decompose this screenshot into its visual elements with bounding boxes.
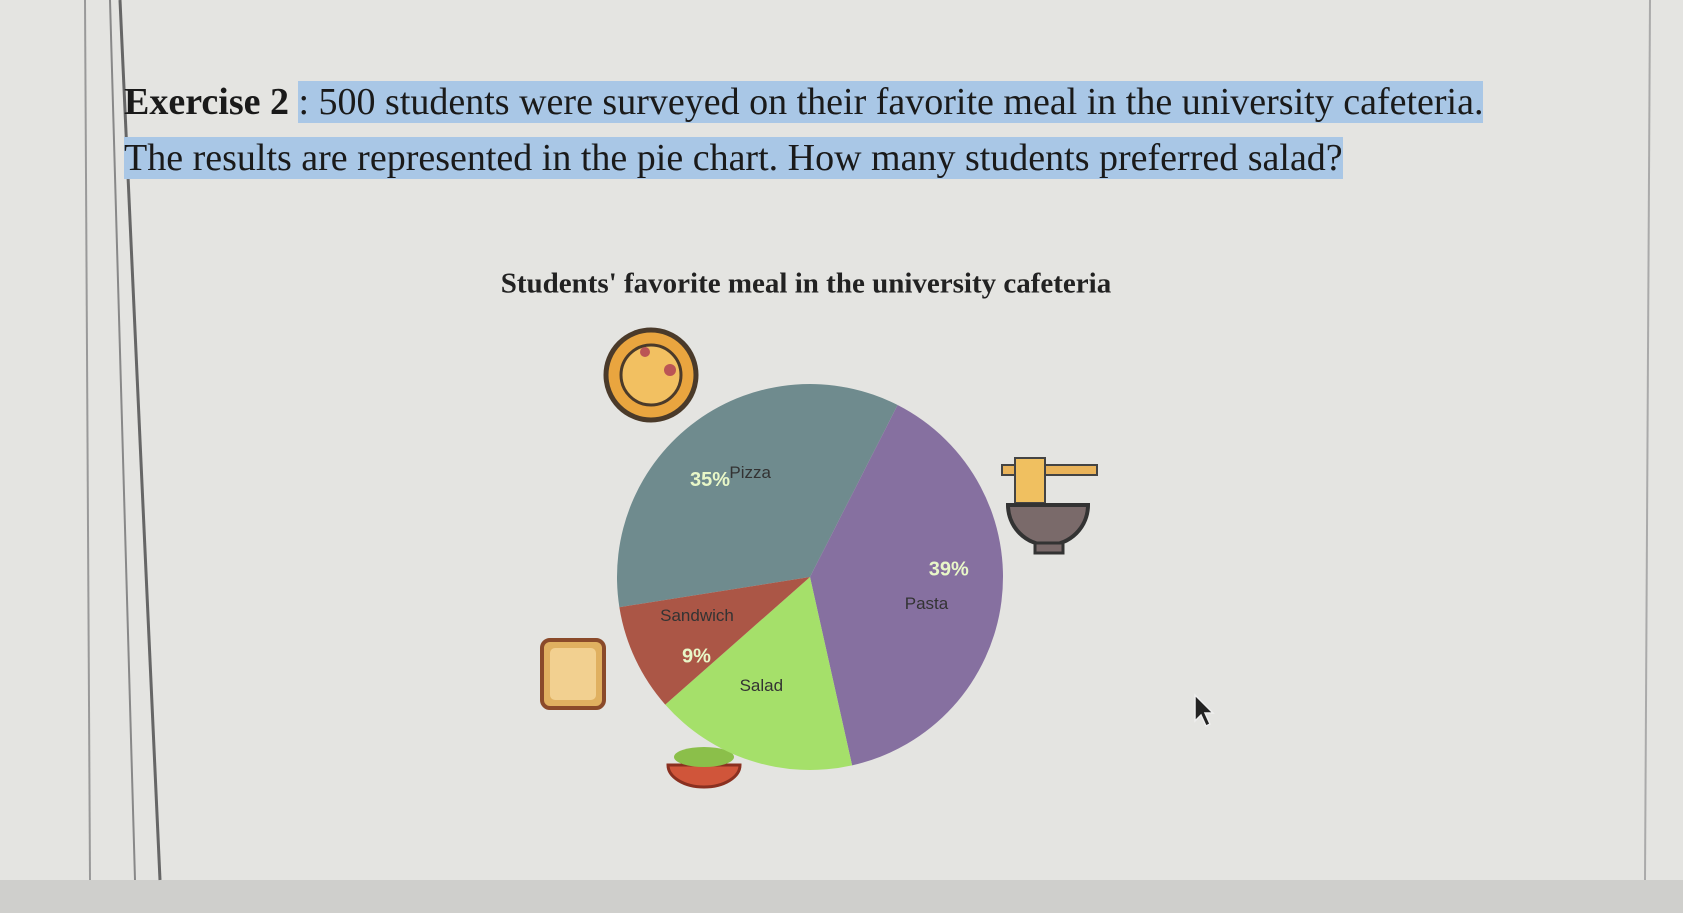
question-line-1: Exercise 2 : 500 students were surveyed … [124, 80, 1484, 124]
pie-slice [665, 577, 853, 770]
chart-title: Students' favorite meal in the universit… [501, 268, 1112, 300]
salad-icon [666, 747, 742, 789]
slice-label: Salad [740, 676, 783, 695]
pizza-icon [603, 327, 699, 423]
slice-label: Sandwich [660, 606, 734, 625]
question-text: : 500 students were surveyed on their fa… [298, 81, 1484, 123]
question-line-2: The results are represented in the pie c… [124, 136, 1343, 180]
value-label: 9% [682, 645, 711, 667]
sandwich-icon [540, 638, 606, 710]
pie-slice [617, 383, 898, 608]
value-label: 39% [929, 558, 969, 580]
question-text: The results are represented in the pie c… [124, 137, 1343, 179]
cursor [1194, 693, 1215, 728]
noodle-icon [1001, 457, 1098, 555]
value-label: 35% [690, 469, 730, 491]
slice-label: Pizza [729, 463, 771, 482]
pie-slice [810, 405, 1003, 766]
pie-slice [619, 577, 810, 705]
slice-label: Pasta [905, 594, 949, 613]
exercise-label: Exercise 2 [124, 81, 289, 123]
